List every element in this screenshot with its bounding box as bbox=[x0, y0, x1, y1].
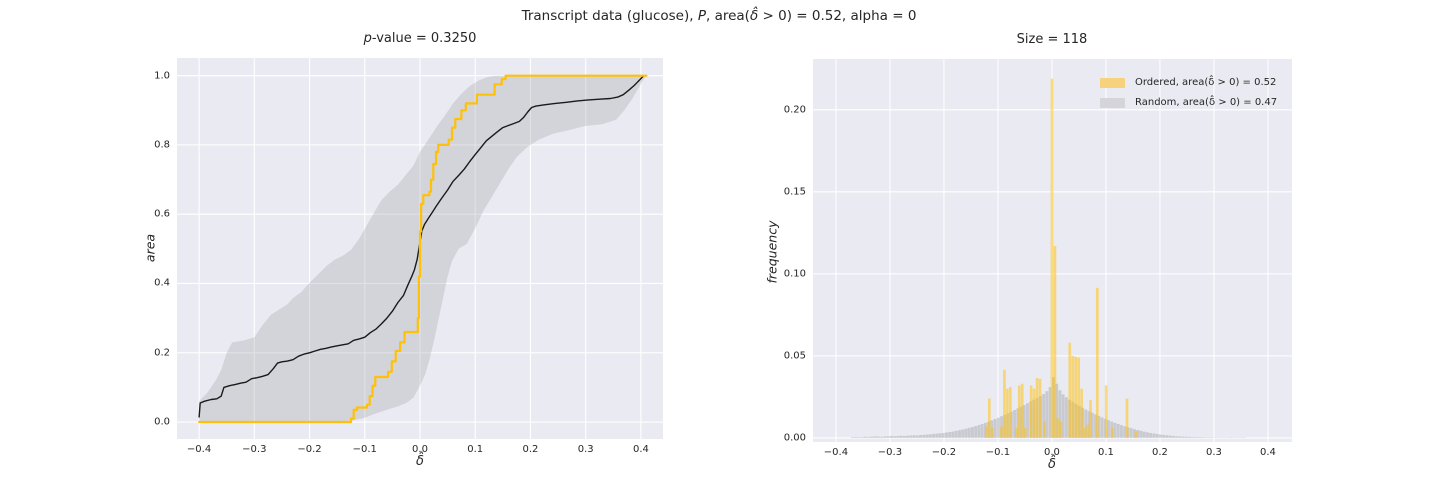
y-tick-label: 0.05 bbox=[783, 350, 806, 362]
left-y-axis-label: area bbox=[142, 233, 158, 263]
x-tick-label: −0.3 bbox=[242, 444, 267, 455]
x-tick-label: −0.1 bbox=[985, 447, 1011, 458]
figure-title: Transcript data (glucose), P, area(δ̂ > … bbox=[522, 8, 917, 24]
x-tick-label: −0.4 bbox=[823, 447, 849, 458]
y-tick-label: 0.15 bbox=[783, 186, 806, 198]
x-tick-label: 0.4 bbox=[632, 444, 649, 455]
right-plot-title: Size = 118 bbox=[1016, 32, 1088, 47]
x-tick-label: −0.2 bbox=[931, 447, 957, 458]
x-tick-label: −0.4 bbox=[186, 444, 212, 455]
legend-label: Random, area(δ̂ > 0) = 0.47 bbox=[1135, 97, 1278, 108]
y-tick-label: 0.2 bbox=[154, 347, 170, 359]
title-text: > 0) = 0.52, alpha = 0 bbox=[758, 8, 917, 24]
confidence-band bbox=[199, 75, 647, 422]
title-text: P bbox=[697, 8, 706, 24]
y-tick-label: 0.20 bbox=[783, 104, 806, 116]
right-y-axis-label: frequency bbox=[764, 220, 780, 284]
y-tick-label: 0.6 bbox=[154, 208, 170, 220]
x-tick-label: 0.1 bbox=[467, 444, 484, 455]
x-tick-label: 0.3 bbox=[1206, 447, 1222, 458]
y-tick-label: 0.10 bbox=[783, 268, 806, 280]
x-tick-label: 0.3 bbox=[577, 444, 594, 455]
y-tick-label: 0.0 bbox=[154, 416, 170, 428]
x-tick-label: −0.3 bbox=[877, 447, 903, 458]
x-tick-label: −0.2 bbox=[297, 444, 322, 455]
right-x-axis-label: δ̂ bbox=[1048, 457, 1056, 472]
left-x-axis-label: δ̂ bbox=[416, 454, 424, 469]
x-tick-label: −0.1 bbox=[352, 444, 377, 455]
histogram-plot bbox=[813, 59, 1292, 442]
legend: Ordered, area(δ̂ > 0) = 0.52 Random, area… bbox=[1100, 77, 1277, 117]
x-tick-label: 0.1 bbox=[1098, 447, 1114, 458]
title-text: , area( bbox=[705, 8, 750, 24]
y-tick-label: 0.00 bbox=[783, 432, 806, 444]
ecdf-plot bbox=[177, 58, 663, 439]
legend-label: Ordered, area(δ̂ > 0) = 0.52 bbox=[1135, 77, 1277, 88]
legend-swatch-icon bbox=[1100, 97, 1125, 108]
title-text: p bbox=[363, 31, 372, 46]
x-tick-label: 0.0 bbox=[412, 444, 428, 455]
y-tick-label: 1.0 bbox=[154, 70, 170, 82]
y-tick-label: 0.8 bbox=[154, 139, 170, 151]
ordered-histogram-bars bbox=[985, 78, 1138, 438]
legend-swatch-icon bbox=[1100, 77, 1125, 88]
title-text: δ̂ bbox=[749, 8, 759, 24]
x-tick-label: 0.0 bbox=[1044, 447, 1060, 458]
x-tick-label: 0.2 bbox=[522, 444, 539, 455]
random-mean-line bbox=[198, 75, 645, 418]
x-tick-label: 0.2 bbox=[1152, 447, 1168, 458]
ordered-ecdf-line bbox=[198, 74, 648, 424]
title-text: Transcript data (glucose), bbox=[521, 8, 698, 24]
legend-entry: Random, area(δ̂ > 0) = 0.47 bbox=[1100, 97, 1277, 108]
left-plot-title: p-value = 0.3250 bbox=[364, 31, 477, 46]
x-tick-label: 0.4 bbox=[1260, 447, 1276, 458]
legend-entry: Ordered, area(δ̂ > 0) = 0.52 bbox=[1100, 77, 1277, 88]
y-tick-label: 0.4 bbox=[154, 277, 170, 289]
title-text: -value = 0.3250 bbox=[371, 31, 477, 46]
